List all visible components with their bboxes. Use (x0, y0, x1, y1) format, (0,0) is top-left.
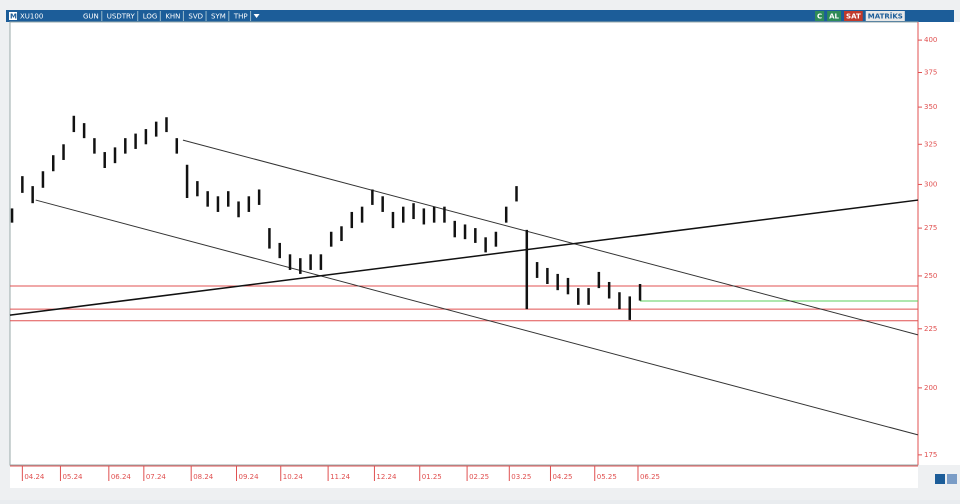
y-tick-label: 325 (924, 140, 937, 148)
toolbar-button[interactable]: SVD (188, 13, 203, 21)
y-tick-label: 275 (924, 224, 937, 232)
y-tick-label: 225 (924, 325, 937, 333)
x-tick-label: 10.24 (283, 473, 304, 481)
toolbar-button[interactable]: C (817, 13, 822, 21)
x-tick-label: 01.25 (422, 473, 442, 481)
toolbar-button[interactable]: KHN (165, 13, 180, 21)
symbol-icon (9, 12, 17, 20)
symbol: XU100 (20, 13, 43, 21)
plot-area (9, 21, 919, 466)
toolbar-button[interactable]: SAT (846, 13, 861, 21)
toolbar-button[interactable]: LOG (143, 13, 158, 21)
toolbar-button[interactable]: MATRİKS (868, 12, 903, 21)
x-tick-label: 09.24 (238, 473, 259, 481)
x-tick-label: 02.25 (469, 473, 489, 481)
toolbar-button[interactable]: SYM (211, 13, 226, 21)
y-tick-label: 175 (924, 451, 937, 459)
toolbar-button-bg[interactable] (844, 11, 863, 21)
trend-line (182, 139, 919, 336)
x-tick-label: 12.24 (376, 473, 397, 481)
x-tick-label: 08.24 (193, 473, 214, 481)
toolbar-button-bg[interactable] (865, 11, 905, 21)
toolbar-button[interactable]: USDTRY (107, 13, 136, 21)
y-tick-label: 350 (924, 103, 937, 111)
x-tick-label: 05.25 (597, 473, 617, 481)
toolbar-button[interactable]: AL (829, 13, 839, 21)
trend-line (9, 199, 919, 316)
y-tick-label: 400 (924, 36, 937, 44)
y-tick-label: 250 (924, 272, 937, 280)
toolbar-button-bg[interactable] (827, 11, 842, 21)
y-tick-label: 300 (924, 180, 937, 188)
toolbar-button[interactable]: GUN (83, 13, 99, 21)
x-tick-label: 04.24 (24, 473, 45, 481)
trend-line (35, 199, 919, 436)
price-axis (918, 22, 960, 465)
x-tick-label: 06.24 (111, 473, 132, 481)
y-tick-label: 200 (924, 384, 937, 392)
x-tick-label: 11.24 (330, 473, 351, 481)
symbol-prefix: M (10, 13, 17, 21)
scroll-icon[interactable] (935, 474, 945, 484)
x-tick-label: 04.25 (552, 473, 572, 481)
toolbar-button[interactable]: THP (233, 13, 248, 21)
toolbar-button-bg[interactable] (815, 11, 825, 21)
x-tick-label: 03.25 (511, 473, 531, 481)
dropdown-arrow[interactable] (253, 14, 260, 18)
y-tick-label: 375 (924, 68, 937, 76)
toolbar (6, 10, 954, 22)
x-tick-label: 07.24 (146, 473, 167, 481)
time-axis (10, 466, 918, 488)
x-tick-label: 06.25 (640, 473, 660, 481)
zoom-icon[interactable] (947, 474, 957, 484)
x-tick-label: 05.24 (62, 473, 83, 481)
